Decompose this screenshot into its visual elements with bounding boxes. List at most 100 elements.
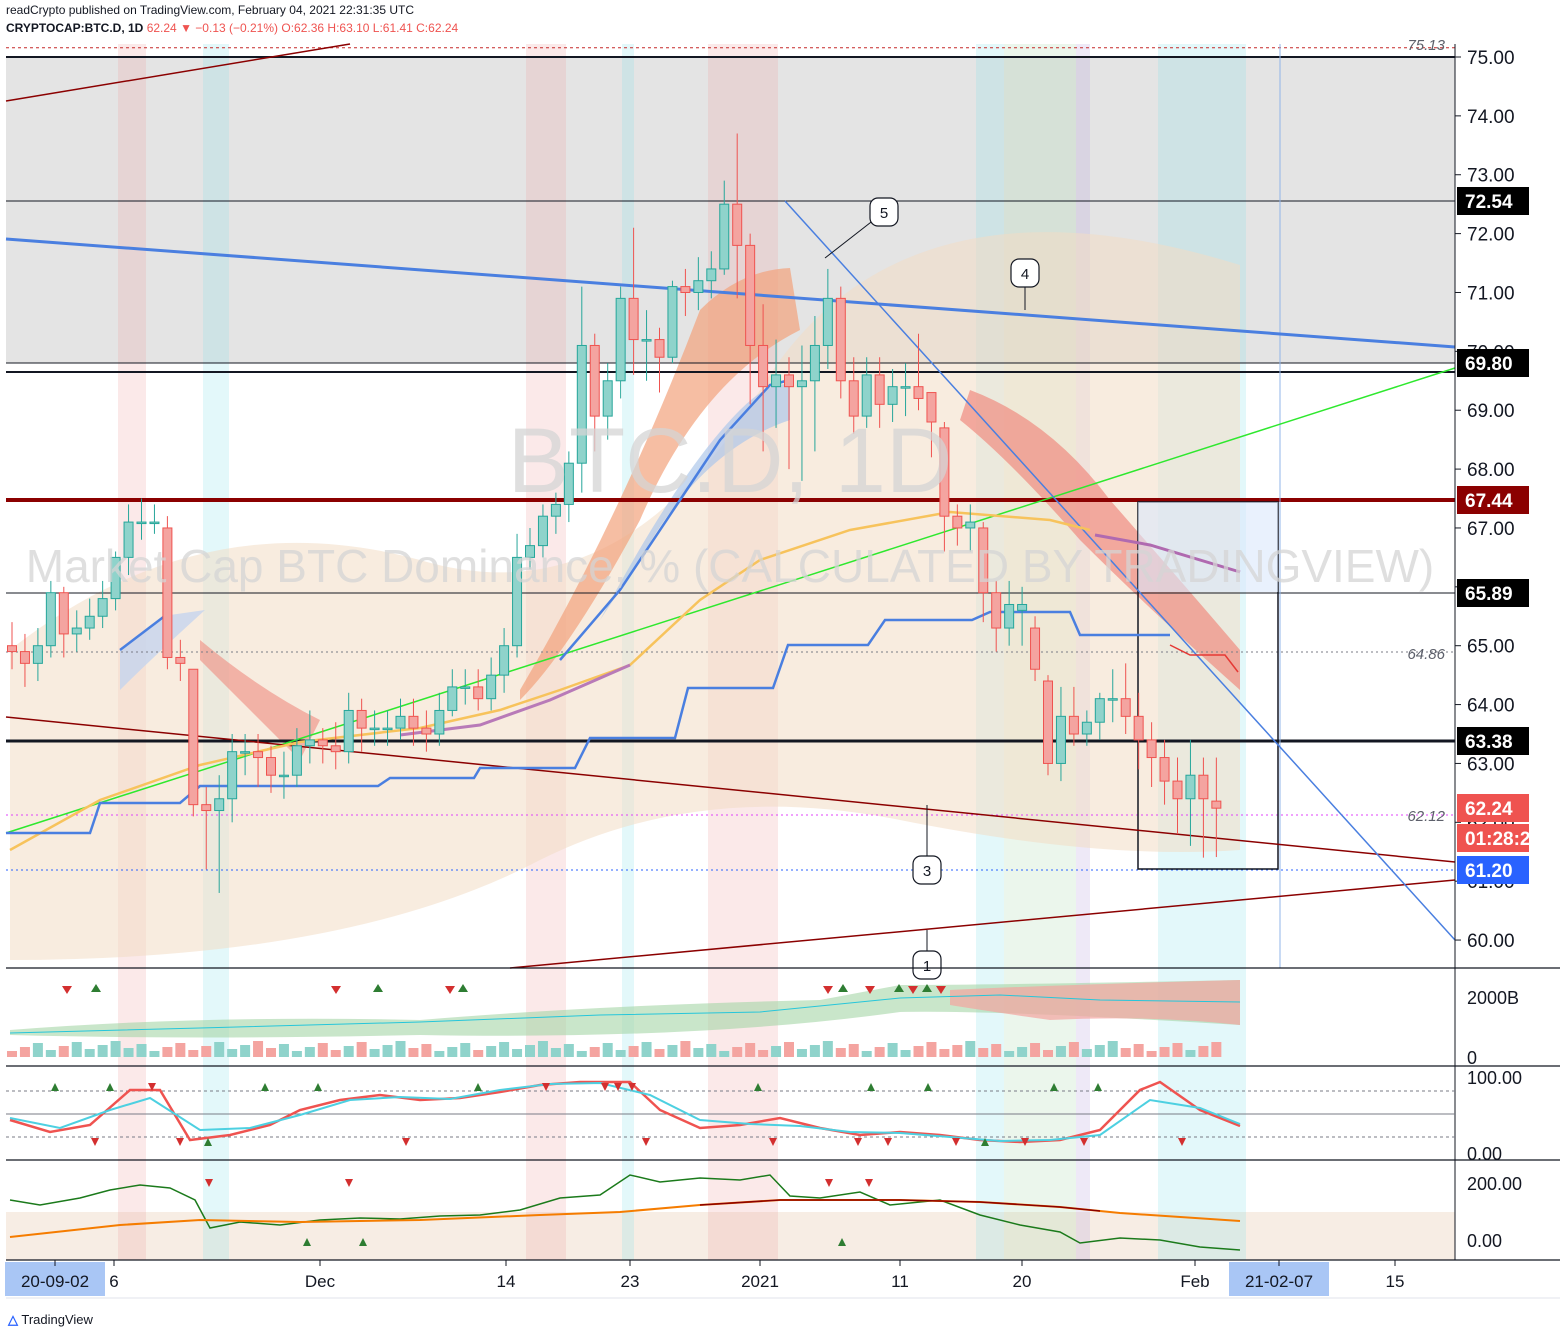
volume-bar <box>563 1044 574 1057</box>
volume-bar <box>7 1051 17 1057</box>
volume-bar <box>278 1044 289 1057</box>
volume-bar <box>1017 1047 1028 1057</box>
volume-bar <box>758 1050 769 1057</box>
candle <box>421 727 432 735</box>
price-tick-label: 64.00 <box>1467 696 1515 717</box>
price-tick-label: 67.00 <box>1467 519 1515 540</box>
signal-down-icon <box>823 986 833 994</box>
volume-bar <box>550 1048 561 1057</box>
volume-cloud-red <box>950 980 1240 1025</box>
volume-bar <box>576 1051 587 1057</box>
red-ribbon-2 <box>200 640 320 760</box>
candle <box>978 527 989 594</box>
signal-up-icon <box>894 984 904 992</box>
candle <box>628 297 639 341</box>
candle <box>550 503 561 517</box>
volume-bar <box>175 1043 186 1057</box>
volume-bar <box>97 1045 108 1057</box>
volume-bar <box>809 1045 820 1057</box>
cci-axis-label: 0.00 <box>1467 1231 1502 1251</box>
volume-bar <box>240 1045 251 1057</box>
signal-down-icon <box>148 1083 156 1091</box>
trend-line <box>509 879 1456 969</box>
candle <box>1211 800 1222 809</box>
price-tag-label: 01:28:26 <box>1465 829 1541 850</box>
signal-down-icon <box>936 986 946 994</box>
candle <box>667 286 678 358</box>
signal-down-icon <box>542 1083 550 1091</box>
volume-bar <box>602 1043 613 1057</box>
signal-up-icon <box>981 1138 989 1146</box>
price-tick-label: 65.00 <box>1467 637 1515 658</box>
price-tag <box>1457 794 1529 822</box>
candle <box>214 798 225 812</box>
candle <box>589 344 600 417</box>
orange-ribbon <box>520 268 800 700</box>
price-tag-label: 63.38 <box>1465 732 1513 753</box>
candle <box>796 380 807 388</box>
price-tick-label: 75.00 <box>1467 48 1515 69</box>
volume-cloud <box>10 980 1240 1038</box>
volume-bar <box>408 1048 419 1057</box>
level-note: 62.12 <box>1407 808 1445 825</box>
candle <box>1081 721 1092 735</box>
time-axis-label: 20 <box>1013 1272 1032 1291</box>
signal-up-icon <box>373 984 383 992</box>
candle <box>1159 757 1170 782</box>
price-tag <box>1457 824 1529 852</box>
candle <box>408 715 419 729</box>
candle <box>1017 603 1028 611</box>
volume-bar <box>771 1046 782 1057</box>
signal-up-icon <box>303 1238 311 1246</box>
signal-down-icon <box>1021 1138 1029 1146</box>
volume-bar <box>745 1043 756 1057</box>
price-tag-label: 69.80 <box>1465 354 1513 375</box>
volume-bar <box>486 1046 497 1057</box>
candle <box>240 751 251 754</box>
signal-down-icon <box>402 1138 410 1146</box>
volume-bar <box>499 1042 510 1057</box>
time-axis-label: 23 <box>621 1272 640 1291</box>
candle <box>7 645 17 653</box>
price-tick-label: 69.00 <box>1467 401 1515 422</box>
time-axis-label: 20-09-02 <box>21 1272 89 1291</box>
volume-bar <box>537 1041 548 1057</box>
candle <box>874 374 885 405</box>
candle <box>784 374 794 388</box>
wave-label: 1 <box>923 958 931 975</box>
candle <box>1107 698 1118 701</box>
wave-label: 3 <box>923 863 931 880</box>
volume-bar <box>512 1049 523 1057</box>
signal-down-icon <box>865 1179 873 1187</box>
volume-bar <box>926 1042 937 1057</box>
volume-bar <box>952 1045 963 1057</box>
tradingview-logo[interactable]: △ TradingView <box>8 1312 93 1327</box>
volume-bar <box>227 1049 238 1057</box>
volume-bar <box>45 1050 56 1057</box>
candle <box>45 592 56 647</box>
candle <box>486 674 497 700</box>
blue-ribbon-2 <box>600 384 790 620</box>
candle <box>576 344 587 464</box>
price-change: −0.13 (−0.21%) <box>195 21 279 35</box>
time-axis-label: 6 <box>109 1272 118 1291</box>
candle <box>460 686 471 689</box>
signal-down-icon <box>825 1179 833 1187</box>
volume-bar <box>110 1041 121 1057</box>
candle <box>291 745 302 776</box>
candle <box>1004 603 1015 629</box>
symbol-name[interactable]: CRYPTOCAP:BTC.D, 1D <box>6 21 144 35</box>
time-highlight <box>5 1262 105 1296</box>
candle <box>1043 680 1053 764</box>
trend-line-blue <box>5 237 1456 349</box>
signal-down-icon <box>642 1138 650 1146</box>
candle <box>201 804 212 812</box>
volume-bar <box>1094 1045 1105 1057</box>
down-arrow-icon: ▼ <box>180 21 192 35</box>
signal-up-icon <box>51 1083 59 1091</box>
candle <box>123 521 134 558</box>
time-axis-label: Dec <box>305 1272 336 1291</box>
ma-line-blue <box>119 611 171 651</box>
price-tick-label: 72.00 <box>1467 225 1515 246</box>
volume-bar <box>1198 1046 1209 1057</box>
